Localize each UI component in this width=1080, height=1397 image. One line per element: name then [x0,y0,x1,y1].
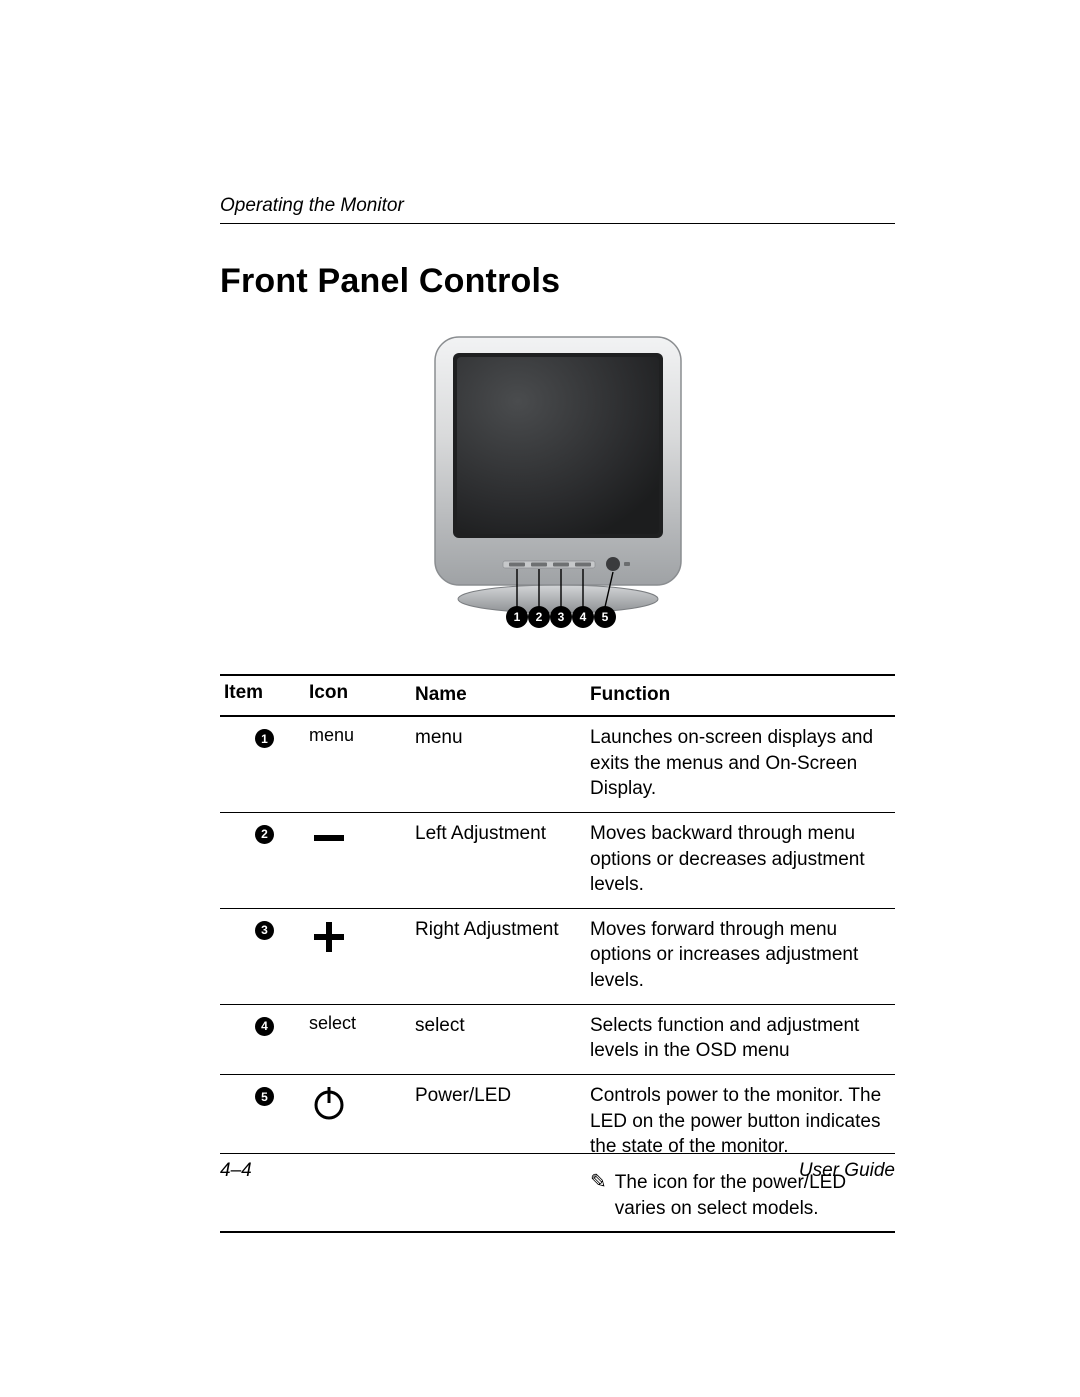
icon-cell: menu [305,725,415,753]
minus-icon [309,821,349,861]
select-icon-text: select [309,1013,356,1034]
svg-text:3: 3 [557,610,564,624]
col-header-name: Name [415,682,590,710]
item-badge: 2 [255,825,274,844]
svg-text:1: 1 [513,610,520,624]
item-badge: 3 [255,921,274,940]
icon-cell [305,1083,415,1129]
name-cell: Left Adjustment [415,821,590,847]
controls-table: Item Icon Name Function 1 menu menu Laun… [220,674,895,1233]
name-cell: Power/LED [415,1083,590,1109]
table-row: 1 menu menu Launches on-screen displays … [220,717,895,813]
table-row: 4 select select Selects function and adj… [220,1005,895,1075]
doc-title: User Guide [799,1160,895,1182]
item-badge: 1 [255,729,274,748]
footer-row: 4–4 User Guide [220,1160,895,1182]
icon-cell: select [305,1013,415,1041]
document-page: Operating the Monitor Front Panel Contro… [0,0,1080,1397]
function-cell: Launches on-screen displays and exits th… [590,725,895,802]
page-footer: 4–4 User Guide [220,1153,895,1182]
item-cell: 4 [220,1013,305,1036]
item-cell: 2 [220,821,305,844]
col-header-icon: Icon [305,682,415,710]
svg-text:4: 4 [579,610,586,624]
table-row: 2 Left Adjustment Moves backward through… [220,813,895,909]
icon-cell [305,821,415,861]
item-cell: 1 [220,725,305,748]
function-text: Controls power to the monitor. The LED o… [590,1083,889,1160]
col-header-item: Item [220,682,305,710]
item-badge: 5 [255,1087,274,1106]
item-badge: 4 [255,1017,274,1036]
svg-text:2: 2 [535,610,542,624]
page-title: Front Panel Controls [220,262,895,301]
svg-text:5: 5 [601,610,608,624]
function-cell: Moves backward through menu options or d… [590,821,895,898]
power-icon [309,1083,349,1129]
monitor-diagram: 1 2 3 4 5 [220,329,895,634]
name-cell: Right Adjustment [415,917,590,943]
function-cell: Moves forward through menu options or in… [590,917,895,994]
monitor-svg: 1 2 3 4 5 [413,329,703,634]
item-cell: 5 [220,1083,305,1106]
plus-icon [309,917,349,963]
item-cell: 3 [220,917,305,940]
table-row: 3 Right Adjustment Moves forward through… [220,909,895,1005]
table-header-row: Item Icon Name Function [220,674,895,717]
header-rule [220,223,895,224]
menu-icon-text: menu [309,725,354,746]
footer-rule [220,1153,895,1154]
col-header-function: Function [590,682,895,710]
name-cell: select [415,1013,590,1039]
function-cell: Selects function and adjustment levels i… [590,1013,895,1064]
running-header: Operating the Monitor [220,195,895,217]
icon-cell [305,917,415,963]
page-number: 4–4 [220,1160,252,1182]
name-cell: menu [415,725,590,751]
